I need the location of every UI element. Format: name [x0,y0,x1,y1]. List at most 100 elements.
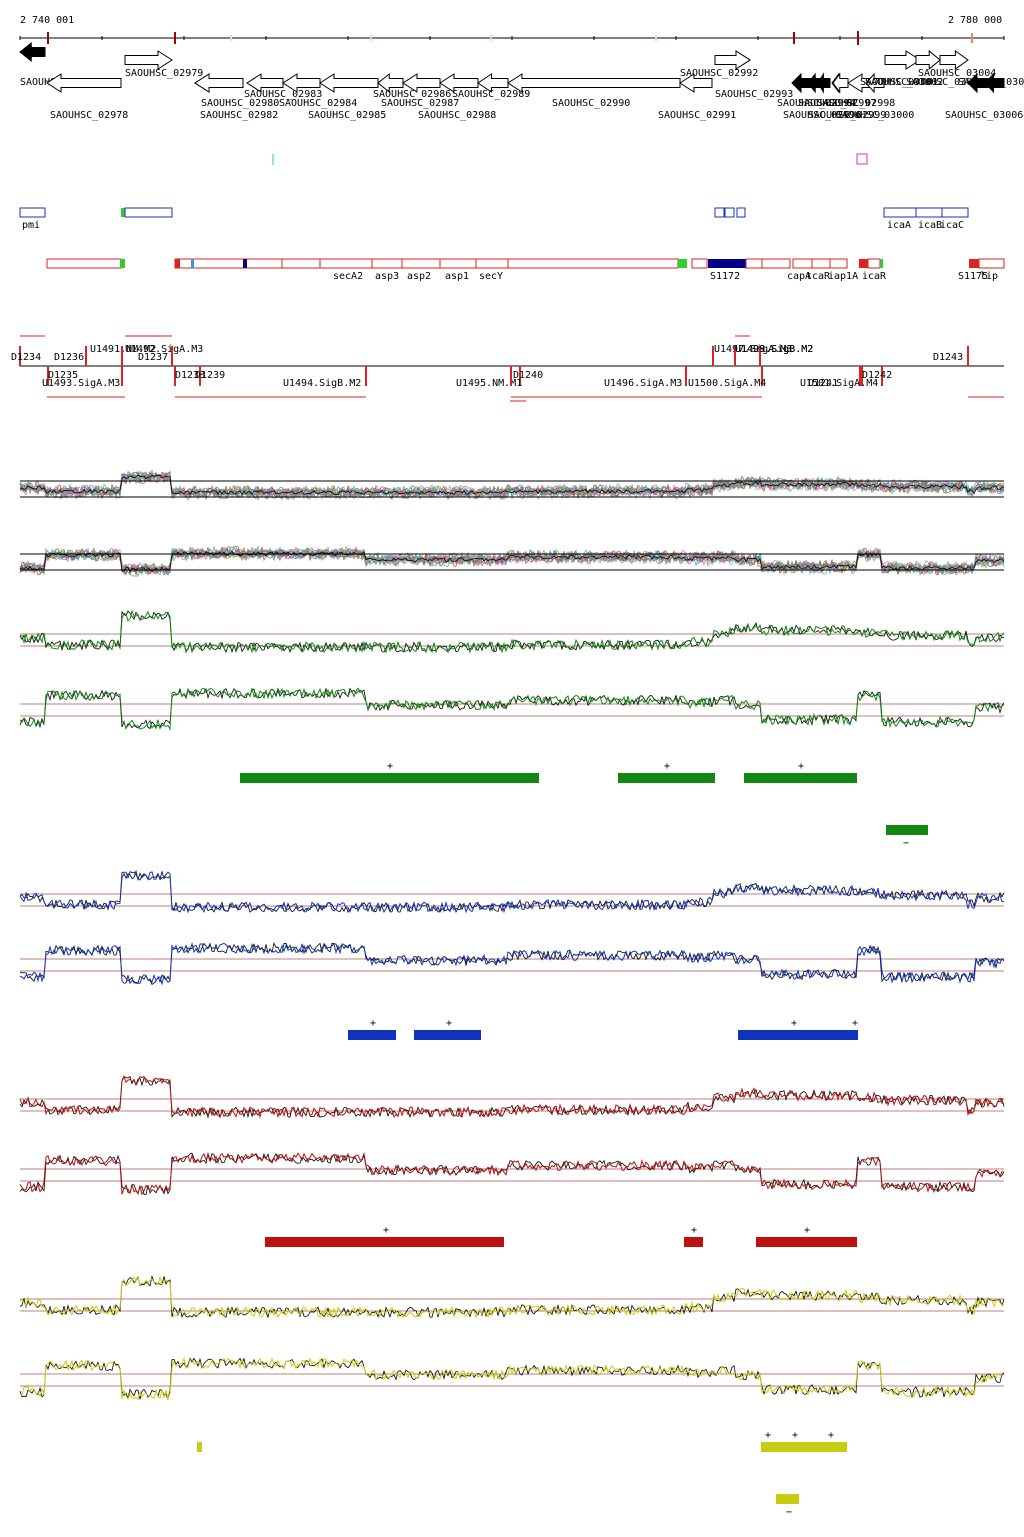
operon-label: iap1A [828,271,858,282]
significant-region-bar[interactable] [684,1237,703,1247]
expression-tracks: + + + − + + + + + + + + + + − [19,469,1005,1518]
gene-label: SAOUHSC_02978 [50,110,128,121]
green-profile [19,687,1005,731]
annotation-label: pmi [22,220,40,231]
gene-label: SAOUHSC_02993 [715,89,793,100]
yellow-profile [19,1276,1005,1319]
region-sign: + [804,1225,810,1236]
gene-arrow[interactable] [194,73,244,93]
gene-arrow[interactable] [377,72,404,94]
annotation-track: pmi icaA icaB icaC [19,207,969,231]
gene-arrow[interactable] [714,50,751,70]
gene-arrow[interactable] [477,73,509,93]
segment-label: U1501.SigA.M4 [800,378,878,389]
region-sign: − [786,1507,792,1518]
region-sign: + [387,761,393,772]
gene-label: SAOUHSC_02989 [452,89,530,100]
segment-label: U1498.SigB.M2 [735,344,813,355]
region-sign: + [798,761,804,772]
significant-region-bar[interactable] [414,1030,481,1040]
reference-profile [19,1152,1005,1195]
gene-arrow[interactable] [679,73,713,93]
gene-arrow[interactable] [791,72,813,94]
region-sign: + [828,1430,834,1441]
segment-label: U1491.NM.M2 [90,344,156,355]
segment-label: U1499.SigB.M2 [735,344,813,355]
significant-region-bar[interactable] [265,1237,504,1247]
gene-label: SAOUHSC_02992 [680,68,758,79]
segment-label: D1237 [138,352,168,363]
gene-label: SAOUHSC_03004 [918,68,996,79]
gene-arrow[interactable] [884,50,921,70]
gene-arrow[interactable] [124,50,173,70]
gene-arrow[interactable] [319,73,379,93]
significant-region-bar[interactable] [756,1237,857,1247]
segment-label: D1239 [195,370,225,381]
gene-label: SAOUHSC_02988 [418,110,496,121]
region-sign: + [792,1430,798,1441]
gene-label: SAOUHSC_02999 [808,110,886,121]
gene-label: SAOUHSC_02990 [552,98,630,109]
green-profile [19,609,1005,655]
region-sign: + [664,761,670,772]
segment-label: D1241 [808,378,838,389]
significant-region-bar[interactable] [776,1494,799,1504]
significant-region-bar[interactable] [761,1442,847,1452]
gene-arrow[interactable] [939,50,969,70]
segment-label: D1234 [11,352,41,363]
segment-label: D1243 [933,352,963,363]
gene-arrow[interactable] [439,73,479,93]
gene-arrow[interactable] [282,73,321,93]
operon-label: asp1 [445,271,469,282]
significant-region-bar[interactable] [348,1030,396,1040]
annotation-label: icaC [940,220,964,231]
gene-label: SAOUHSC_02982 [200,110,278,121]
segment-label: U1494.SigB.M2 [283,378,361,389]
region-sign: − [903,838,909,849]
significant-region-bar[interactable] [197,1442,202,1452]
gene-arrow[interactable] [817,72,831,94]
gene-label: SAOUHSC_03003 [906,77,984,88]
segment-label: U1495.NM.M1 [456,378,522,389]
gene-label: SAOUHSC_02987 [381,98,459,109]
gene-arrow[interactable] [19,41,46,63]
gene-arrow[interactable] [46,73,122,93]
significant-region-bar[interactable] [618,773,715,783]
segment-label: D1235 [48,370,78,381]
gene-arrow[interactable] [507,73,681,93]
gene-arrow[interactable] [865,72,885,94]
region-sign: + [765,1430,771,1441]
gene-label: SAOUHSC_03001 [860,77,938,88]
reference-profile [19,550,1005,572]
ruler-marker [47,32,49,44]
segment-track: D1234D1235D1236U1491.NM.M2U1492.SigA.M3D… [11,335,1004,402]
gene-track: SAOUHSC_02976SAOUHSC_02978SAOUHSC_02979S… [19,41,1024,121]
gene-arrow[interactable] [967,72,989,94]
segment-label: D1240 [513,370,543,381]
blue-profile [19,941,1005,986]
gene-arrow[interactable] [246,73,284,93]
coordinate-ruler: 2 740 001 2 780 000 [19,15,1005,45]
segment-label: U1500.SigA.M4 [688,378,766,389]
gene-arrow[interactable] [402,73,441,93]
region-sign: + [446,1018,452,1029]
gene-arrow[interactable] [915,49,941,71]
region-sign: + [791,1018,797,1029]
yellow-profile [19,1356,1005,1401]
operon-label: S1172 [710,271,740,282]
ruler-ticks [19,31,1005,45]
significant-region-bar[interactable] [240,773,539,783]
gene-label: SAOUHSC_02980 [201,98,279,109]
operon-label: secY [479,271,503,282]
red-profile [19,1151,1005,1196]
annotation-label: icaB [918,220,942,231]
gene-arrow[interactable] [832,72,849,94]
operon-label: icaR [862,271,887,282]
significant-region-bar[interactable] [886,825,928,835]
significant-region-bar[interactable] [738,1030,858,1040]
gene-arrow[interactable] [984,72,1005,94]
ruler-marker [174,32,176,44]
significant-region-bar[interactable] [744,773,857,783]
red-profile [19,1075,1005,1119]
ruler-marker [370,35,372,41]
